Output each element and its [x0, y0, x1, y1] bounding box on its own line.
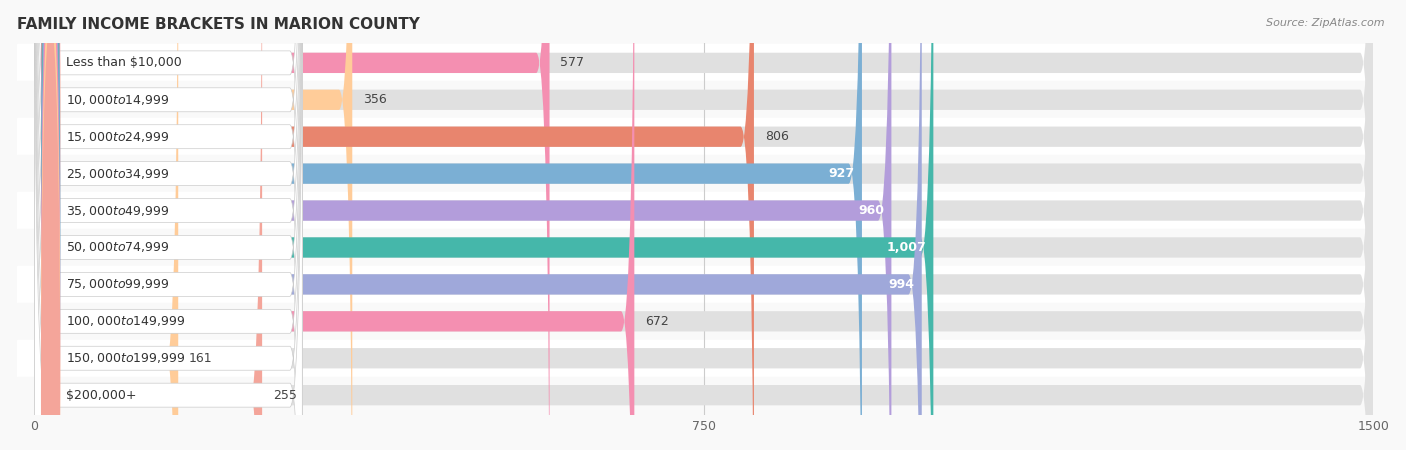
FancyBboxPatch shape: [35, 0, 1374, 450]
FancyBboxPatch shape: [35, 0, 1374, 450]
FancyBboxPatch shape: [35, 0, 1374, 450]
FancyBboxPatch shape: [35, 0, 302, 450]
Bar: [17, 303, 1374, 340]
FancyBboxPatch shape: [35, 0, 302, 450]
FancyBboxPatch shape: [35, 0, 302, 450]
FancyBboxPatch shape: [35, 0, 302, 450]
Circle shape: [42, 0, 59, 450]
Bar: [17, 266, 1374, 303]
Text: 994: 994: [889, 278, 915, 291]
FancyBboxPatch shape: [35, 0, 1374, 450]
FancyBboxPatch shape: [35, 0, 302, 450]
Bar: [17, 340, 1374, 377]
Text: 356: 356: [363, 93, 387, 106]
FancyBboxPatch shape: [35, 0, 302, 450]
Text: Less than $10,000: Less than $10,000: [66, 56, 181, 69]
Bar: [17, 118, 1374, 155]
FancyBboxPatch shape: [35, 0, 1374, 450]
FancyBboxPatch shape: [35, 0, 262, 450]
Text: 1,007: 1,007: [886, 241, 927, 254]
Text: FAMILY INCOME BRACKETS IN MARION COUNTY: FAMILY INCOME BRACKETS IN MARION COUNTY: [17, 17, 419, 32]
Circle shape: [42, 26, 59, 450]
FancyBboxPatch shape: [35, 0, 1374, 450]
Text: $200,000+: $200,000+: [66, 389, 136, 402]
Text: $50,000 to $74,999: $50,000 to $74,999: [66, 240, 169, 255]
Text: 960: 960: [858, 204, 884, 217]
Text: $10,000 to $14,999: $10,000 to $14,999: [66, 93, 169, 107]
FancyBboxPatch shape: [35, 0, 922, 450]
Bar: [17, 155, 1374, 192]
FancyBboxPatch shape: [35, 0, 550, 450]
Text: $15,000 to $24,999: $15,000 to $24,999: [66, 130, 169, 144]
Circle shape: [42, 0, 59, 450]
Text: Source: ZipAtlas.com: Source: ZipAtlas.com: [1267, 18, 1385, 28]
FancyBboxPatch shape: [35, 0, 179, 450]
Text: $25,000 to $34,999: $25,000 to $34,999: [66, 166, 169, 180]
Circle shape: [42, 0, 59, 450]
Bar: [17, 377, 1374, 414]
FancyBboxPatch shape: [35, 0, 302, 450]
FancyBboxPatch shape: [35, 0, 1374, 450]
Circle shape: [42, 0, 59, 450]
Text: 672: 672: [645, 315, 669, 328]
Bar: [17, 45, 1374, 81]
FancyBboxPatch shape: [35, 0, 353, 450]
Text: 577: 577: [560, 56, 585, 69]
Text: 161: 161: [188, 352, 212, 365]
FancyBboxPatch shape: [35, 0, 634, 450]
Bar: [17, 229, 1374, 266]
FancyBboxPatch shape: [35, 0, 1374, 450]
FancyBboxPatch shape: [35, 0, 1374, 450]
FancyBboxPatch shape: [35, 0, 934, 450]
FancyBboxPatch shape: [35, 0, 302, 450]
Circle shape: [42, 0, 59, 450]
Text: $35,000 to $49,999: $35,000 to $49,999: [66, 203, 169, 217]
Text: $150,000 to $199,999: $150,000 to $199,999: [66, 351, 186, 365]
FancyBboxPatch shape: [35, 0, 302, 450]
Text: 806: 806: [765, 130, 789, 143]
Bar: [17, 81, 1374, 118]
FancyBboxPatch shape: [35, 0, 302, 450]
FancyBboxPatch shape: [35, 0, 1374, 450]
FancyBboxPatch shape: [35, 0, 754, 450]
Circle shape: [42, 0, 59, 450]
Bar: [17, 192, 1374, 229]
FancyBboxPatch shape: [35, 0, 891, 450]
Circle shape: [42, 0, 59, 432]
Text: $100,000 to $149,999: $100,000 to $149,999: [66, 314, 186, 328]
Circle shape: [42, 0, 59, 450]
Text: $75,000 to $99,999: $75,000 to $99,999: [66, 277, 169, 292]
Text: 927: 927: [828, 167, 855, 180]
FancyBboxPatch shape: [35, 0, 862, 450]
Circle shape: [42, 0, 59, 450]
Text: 255: 255: [273, 389, 297, 402]
